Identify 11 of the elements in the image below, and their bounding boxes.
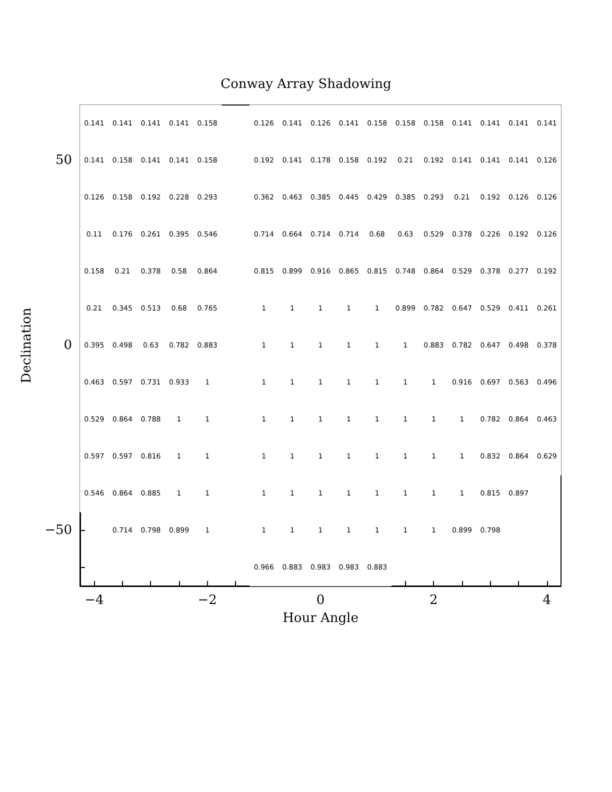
x-tick-label: −2 — [198, 593, 217, 608]
y-tick-label: 0 — [64, 338, 72, 353]
x-tick-label: 0 — [316, 593, 325, 608]
y-axis-title: Declination — [20, 307, 35, 384]
chart-title: Conway Array Shadowing — [220, 77, 392, 92]
x-tick-label: −4 — [84, 593, 104, 608]
y-tick-label: −50 — [44, 523, 72, 538]
x-tick-label: 2 — [430, 593, 438, 608]
y-tick-label: 50 — [55, 153, 72, 168]
x-axis-title: Hour Angle — [282, 610, 359, 626]
x-tick-label: 4 — [542, 593, 551, 608]
